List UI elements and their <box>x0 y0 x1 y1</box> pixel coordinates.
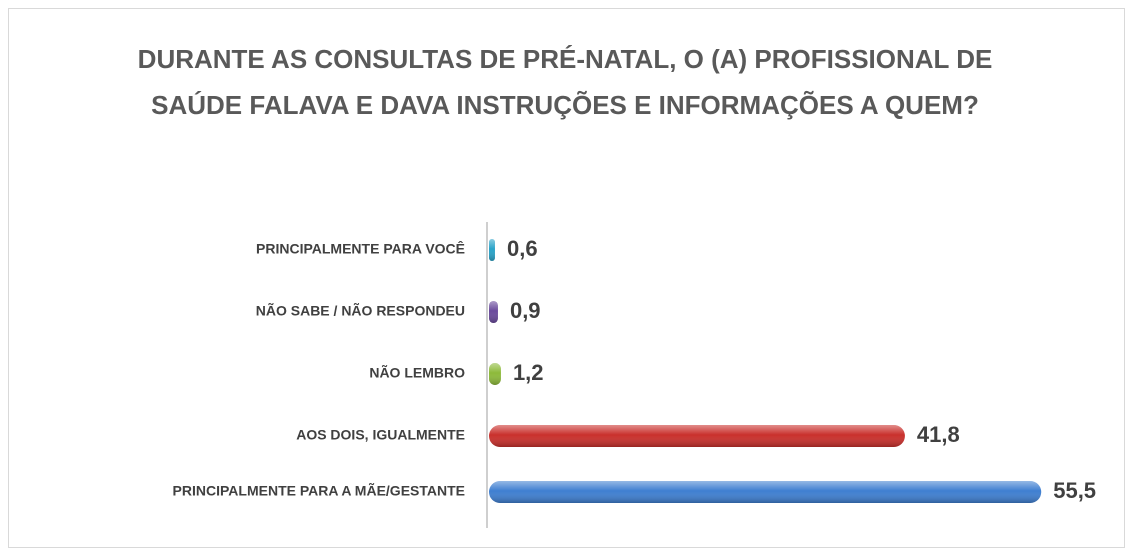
bar-shine <box>489 301 498 323</box>
bar-shine <box>489 481 1042 503</box>
value-label: 0,6 <box>507 236 538 261</box>
category-label: NÃO SABE / NÃO RESPONDEU <box>256 302 465 319</box>
bar-shine <box>489 425 905 447</box>
category-label: PRINCIPALMENTE PARA A MÃE/GESTANTE <box>173 482 465 499</box>
value-label: 0,9 <box>510 298 541 323</box>
value-label: 1,2 <box>513 360 544 385</box>
bar-shine <box>489 239 495 261</box>
value-label: 41,8 <box>917 422 960 447</box>
value-label: 55,5 <box>1053 478 1096 503</box>
bar-shine <box>489 363 501 385</box>
category-label: PRINCIPALMENTE PARA VOCÊ <box>256 240 465 257</box>
chart-title: DURANTE AS CONSULTAS DE PRÉ-NATAL, O (A)… <box>137 44 993 120</box>
chart-border <box>8 8 1125 548</box>
category-label: AOS DOIS, IGUALMENTE <box>296 427 465 443</box>
category-label: NÃO LEMBRO <box>369 364 465 381</box>
